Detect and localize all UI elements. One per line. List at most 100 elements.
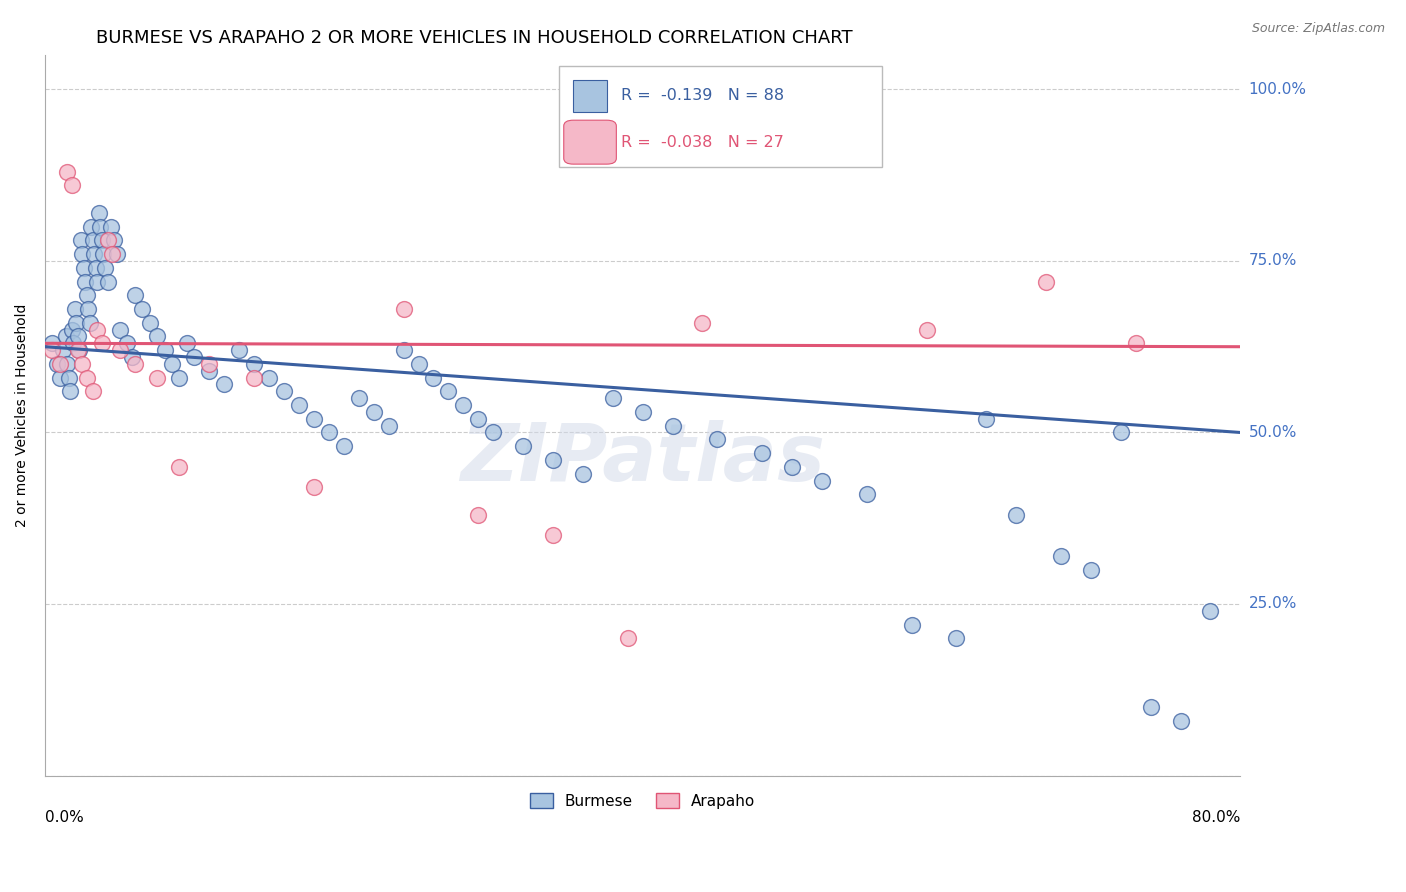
Point	[108, 322, 131, 336]
Point	[58, 370, 80, 384]
Point	[72, 247, 94, 261]
Point	[467, 508, 489, 522]
Point	[572, 467, 595, 481]
Point	[108, 343, 131, 358]
Point	[83, 247, 105, 261]
FancyBboxPatch shape	[560, 66, 882, 167]
Point	[69, 233, 91, 247]
Text: 25.0%: 25.0%	[1249, 597, 1296, 612]
Text: R =  -0.139   N = 88: R = -0.139 N = 88	[621, 88, 785, 103]
Point	[243, 370, 266, 384]
Point	[62, 336, 84, 351]
Point	[77, 301, 100, 316]
Point	[363, 405, 385, 419]
Point	[1109, 425, 1132, 440]
Point	[52, 343, 75, 358]
Point	[73, 260, 96, 275]
Point	[900, 617, 922, 632]
Point	[56, 357, 79, 371]
Point	[333, 439, 356, 453]
Point	[65, 316, 87, 330]
Point	[72, 357, 94, 371]
Point	[811, 474, 834, 488]
Point	[377, 418, 399, 433]
Point	[855, 487, 877, 501]
Text: 80.0%: 80.0%	[1192, 810, 1240, 825]
Point	[437, 384, 460, 399]
Point	[1199, 604, 1222, 618]
Point	[422, 370, 444, 384]
Point	[63, 301, 86, 316]
Point	[160, 357, 183, 371]
Legend: Burmese, Arapaho: Burmese, Arapaho	[524, 787, 762, 814]
Point	[392, 301, 415, 316]
Point	[661, 418, 683, 433]
Text: BURMESE VS ARAPAHO 2 OR MORE VEHICLES IN HOUSEHOLD CORRELATION CHART: BURMESE VS ARAPAHO 2 OR MORE VEHICLES IN…	[96, 29, 852, 46]
Point	[105, 247, 128, 261]
Point	[183, 350, 205, 364]
Point	[91, 247, 114, 261]
Point	[86, 275, 108, 289]
Point	[66, 343, 89, 358]
Point	[76, 288, 98, 302]
Point	[124, 357, 146, 371]
Point	[100, 219, 122, 234]
Point	[80, 219, 103, 234]
Point	[392, 343, 415, 358]
Point	[243, 357, 266, 371]
Point	[59, 384, 82, 399]
Point	[467, 411, 489, 425]
Point	[146, 329, 169, 343]
Text: Source: ZipAtlas.com: Source: ZipAtlas.com	[1251, 22, 1385, 36]
Point	[780, 459, 803, 474]
Point	[1170, 714, 1192, 728]
Point	[90, 233, 112, 247]
Point	[1050, 549, 1073, 563]
Point	[602, 391, 624, 405]
Point	[60, 178, 83, 193]
Text: ZIPatlas: ZIPatlas	[460, 419, 825, 498]
Point	[56, 165, 79, 179]
Point	[121, 350, 143, 364]
Point	[176, 336, 198, 351]
Point	[66, 329, 89, 343]
Point	[974, 411, 997, 425]
Text: 100.0%: 100.0%	[1249, 82, 1306, 97]
Point	[101, 247, 124, 261]
Point	[115, 336, 138, 351]
Y-axis label: 2 or more Vehicles in Household: 2 or more Vehicles in Household	[15, 303, 30, 527]
Point	[198, 364, 221, 378]
Point	[453, 398, 475, 412]
Point	[706, 433, 728, 447]
Point	[482, 425, 505, 440]
Point	[616, 632, 638, 646]
Point	[84, 260, 107, 275]
Point	[55, 329, 77, 343]
Point	[67, 343, 90, 358]
Point	[169, 459, 191, 474]
Text: 75.0%: 75.0%	[1249, 253, 1296, 268]
Point	[60, 322, 83, 336]
Point	[751, 446, 773, 460]
Point	[89, 219, 111, 234]
Point	[138, 316, 160, 330]
Point	[49, 370, 72, 384]
Point	[97, 233, 120, 247]
Point	[41, 336, 63, 351]
Point	[87, 206, 110, 220]
Point	[1139, 699, 1161, 714]
Point	[1005, 508, 1028, 522]
Point	[541, 453, 564, 467]
Point	[103, 233, 125, 247]
Point	[97, 275, 120, 289]
Point	[408, 357, 430, 371]
Text: 0.0%: 0.0%	[45, 810, 84, 825]
Point	[541, 528, 564, 542]
Point	[945, 632, 967, 646]
Point	[288, 398, 311, 412]
Point	[318, 425, 340, 440]
Point	[915, 322, 938, 336]
Point	[76, 370, 98, 384]
Point	[302, 480, 325, 494]
Point	[41, 343, 63, 358]
